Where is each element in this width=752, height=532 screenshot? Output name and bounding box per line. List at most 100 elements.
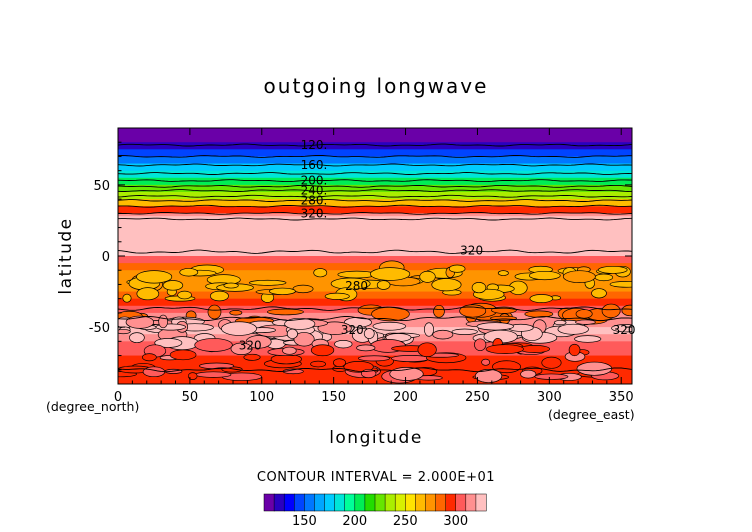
olr-cell bbox=[248, 279, 287, 286]
olr-cell bbox=[158, 314, 169, 329]
olr-cell bbox=[194, 338, 233, 352]
y-axis-label: latitude bbox=[56, 217, 76, 294]
olr-cell bbox=[334, 340, 353, 349]
olr-cell bbox=[597, 265, 628, 274]
colorbar-swatch bbox=[263, 493, 275, 512]
olr-cell bbox=[574, 335, 602, 343]
olr-cell bbox=[223, 282, 239, 289]
olr-cell bbox=[209, 290, 229, 302]
olr-cell bbox=[358, 355, 390, 362]
olr-cell bbox=[286, 328, 298, 339]
olr-cell bbox=[485, 344, 524, 354]
olr-cell bbox=[293, 332, 315, 347]
olr-cell bbox=[221, 321, 257, 336]
olr-cell bbox=[372, 321, 407, 331]
colorbar-swatch bbox=[304, 493, 316, 512]
olr-cell bbox=[313, 268, 328, 278]
olr-cell bbox=[621, 304, 632, 317]
x-tick-label: 0 bbox=[114, 390, 122, 405]
olr-cell bbox=[474, 369, 503, 383]
contour-label: 320 bbox=[613, 323, 636, 337]
colorbar-tick-label: 200 bbox=[342, 514, 367, 529]
olr-band bbox=[118, 348, 632, 357]
x-unit-label: (degree_east) bbox=[548, 407, 635, 422]
contour-line bbox=[118, 184, 632, 188]
y-tick-label: -50 bbox=[89, 321, 110, 336]
olr-cell bbox=[129, 332, 145, 344]
contour-line bbox=[118, 189, 632, 193]
colorbar-swatch bbox=[374, 493, 386, 512]
olr-cell bbox=[266, 308, 304, 316]
olr-cell bbox=[136, 287, 160, 301]
olr-cell bbox=[282, 346, 297, 355]
olr-cell bbox=[575, 319, 596, 325]
contour-line bbox=[118, 155, 632, 158]
contour-line bbox=[118, 217, 632, 221]
olr-cell bbox=[432, 329, 454, 340]
x-tick-label: 350 bbox=[609, 390, 634, 405]
x-tick-label: 250 bbox=[465, 390, 490, 405]
olr-cell bbox=[601, 303, 621, 319]
olr-cell bbox=[471, 282, 487, 294]
olr-cell bbox=[207, 304, 222, 320]
contour-line bbox=[118, 163, 632, 167]
olr-cell bbox=[419, 270, 436, 283]
olr-band bbox=[118, 156, 632, 165]
colorbar-swatch bbox=[405, 493, 416, 512]
olr-band bbox=[118, 142, 632, 150]
y-tick-label: 0 bbox=[102, 250, 110, 265]
olr-cell bbox=[179, 268, 199, 277]
contour-label: 280. bbox=[301, 194, 328, 208]
olr-cell bbox=[611, 324, 632, 333]
olr-band bbox=[118, 216, 632, 222]
olr-cell bbox=[284, 317, 316, 330]
plot-area bbox=[118, 128, 632, 384]
contour-line bbox=[118, 143, 632, 147]
olr-band bbox=[118, 163, 632, 172]
colorbar-swatch bbox=[314, 493, 326, 512]
colorbar-swatch bbox=[384, 493, 396, 512]
olr-cell bbox=[575, 309, 593, 319]
colorbar-swatch bbox=[455, 493, 467, 512]
olr-cell bbox=[268, 287, 296, 295]
olr-band bbox=[118, 184, 632, 193]
contour-line bbox=[118, 249, 632, 254]
colorbar-tick-label: 250 bbox=[393, 514, 418, 529]
olr-band bbox=[118, 128, 632, 143]
olr-cell bbox=[520, 369, 537, 379]
olr-cells bbox=[118, 260, 632, 384]
olr-band bbox=[118, 376, 632, 384]
y-unit-label: (degree_north) bbox=[46, 399, 139, 414]
olr-cell bbox=[198, 362, 235, 370]
olr-band bbox=[118, 206, 632, 214]
x-tick-label: 200 bbox=[393, 390, 418, 405]
contour-label: 320 bbox=[239, 339, 262, 353]
olr-cell bbox=[553, 320, 567, 326]
contour-line bbox=[118, 367, 632, 373]
olr-band bbox=[118, 199, 632, 207]
x-tick-label: 50 bbox=[182, 390, 199, 405]
olr-cell bbox=[528, 270, 561, 281]
contour-interval-label: CONTOUR INTERVAL = 2.000E+01 bbox=[257, 470, 495, 485]
colorbar-swatch bbox=[354, 493, 366, 512]
colorbar-swatch bbox=[334, 493, 346, 512]
olr-cell bbox=[195, 371, 232, 378]
olr-cell bbox=[125, 315, 155, 329]
olr-cell bbox=[541, 356, 562, 369]
olr-cell bbox=[519, 345, 551, 354]
olr-cell bbox=[417, 342, 437, 358]
olr-cell bbox=[310, 360, 327, 368]
olr-cell bbox=[324, 292, 350, 300]
contour-label: 320 bbox=[460, 243, 483, 257]
colorbar-swatch bbox=[344, 493, 356, 512]
olr-cell bbox=[243, 353, 261, 361]
x-axis: 0 50 100 150 200 250 300 350 bbox=[114, 128, 634, 405]
contour-label: 160. bbox=[301, 158, 328, 172]
olr-cell bbox=[142, 353, 157, 362]
olr-cell bbox=[609, 281, 632, 288]
colorbar-swatch bbox=[364, 493, 376, 512]
y-axis: -50 0 50 bbox=[89, 141, 632, 371]
x-axis-label: longitude bbox=[329, 428, 423, 448]
olr-band bbox=[118, 298, 632, 307]
contour-label: 320 bbox=[341, 323, 364, 337]
